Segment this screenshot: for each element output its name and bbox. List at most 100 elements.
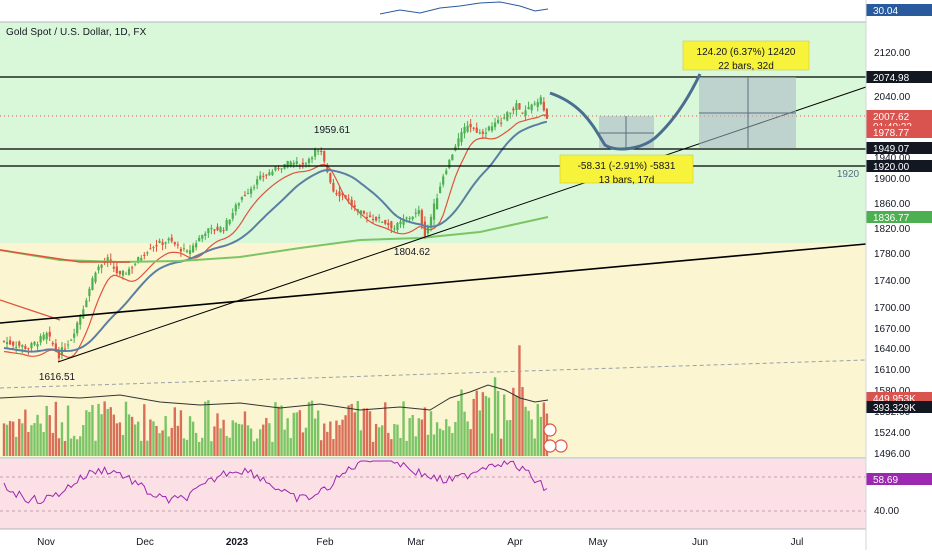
candle bbox=[420, 210, 423, 226]
swing-low-annotation: 1616.51 bbox=[39, 372, 76, 383]
price-tick-label: 1640.00 bbox=[874, 344, 911, 355]
volume-bar bbox=[179, 410, 183, 456]
price-label-sma-200 bbox=[866, 211, 932, 223]
volume-bar bbox=[463, 411, 466, 456]
candle bbox=[94, 272, 97, 283]
candle bbox=[533, 103, 536, 105]
price-label-horizontal-level-high bbox=[866, 71, 932, 83]
candle bbox=[417, 210, 420, 214]
volume-bar bbox=[210, 441, 213, 456]
volume-bar bbox=[33, 423, 36, 456]
candle bbox=[112, 266, 115, 269]
volume-bar bbox=[76, 439, 79, 456]
time-tick-label: Nov bbox=[37, 537, 55, 548]
volume-bar bbox=[393, 423, 396, 456]
volume-bar bbox=[344, 415, 347, 456]
candle bbox=[88, 288, 91, 297]
candle bbox=[320, 151, 323, 153]
volume-bar bbox=[161, 430, 164, 456]
candle bbox=[332, 182, 335, 192]
volume-bar bbox=[176, 425, 180, 456]
price-label-ema-fast bbox=[866, 126, 932, 138]
candle bbox=[490, 126, 494, 131]
candle bbox=[515, 103, 518, 111]
volume-bar bbox=[72, 435, 76, 456]
candle bbox=[545, 109, 548, 119]
overlay-layer bbox=[0, 73, 867, 505]
price-label-horizontal-level-low bbox=[866, 160, 932, 172]
candle bbox=[182, 248, 186, 250]
candle bbox=[207, 228, 210, 234]
candle bbox=[234, 204, 237, 212]
volume-bar bbox=[146, 440, 149, 456]
volume-bar bbox=[384, 402, 387, 456]
candle bbox=[439, 186, 442, 193]
volume-bar bbox=[198, 441, 201, 456]
level-annotation: 1920 bbox=[837, 169, 860, 180]
volume-bar bbox=[97, 403, 100, 456]
candle bbox=[292, 162, 295, 165]
candle bbox=[164, 242, 167, 244]
candle bbox=[21, 345, 24, 347]
lightning-icon bbox=[543, 423, 557, 437]
volume-bar bbox=[442, 430, 445, 456]
volume-bar bbox=[445, 419, 448, 456]
volume-bar bbox=[188, 416, 192, 456]
volume-bar bbox=[259, 429, 262, 456]
volume-bar bbox=[191, 421, 195, 456]
price-label-text: 1978.77 bbox=[873, 128, 910, 139]
candle bbox=[167, 238, 170, 241]
candle bbox=[408, 218, 411, 220]
candle bbox=[277, 168, 280, 170]
volume-bar bbox=[329, 421, 332, 456]
candle bbox=[350, 199, 353, 206]
volume-bar bbox=[454, 422, 457, 456]
candle bbox=[475, 127, 478, 133]
event-flag-icon bbox=[543, 423, 568, 453]
candle bbox=[228, 219, 231, 224]
candle bbox=[280, 168, 283, 170]
candle bbox=[503, 117, 506, 119]
candle bbox=[323, 151, 326, 162]
candle bbox=[341, 192, 344, 196]
candle bbox=[353, 205, 356, 208]
candle bbox=[396, 223, 399, 231]
volume-bar bbox=[396, 424, 399, 456]
candle bbox=[70, 339, 73, 341]
candle bbox=[131, 267, 134, 269]
price-label-text: 30.04 bbox=[873, 6, 898, 17]
volume-bar bbox=[332, 439, 335, 456]
volume-bar bbox=[42, 432, 45, 456]
projection-up-label-text: 124.20 (6.37%) 12420 bbox=[697, 47, 796, 58]
volume-bar bbox=[222, 419, 225, 456]
volume-bar bbox=[515, 395, 518, 456]
volume-bar bbox=[347, 405, 350, 456]
candle bbox=[198, 237, 201, 242]
volume-bar bbox=[292, 412, 295, 456]
volume-bar bbox=[472, 398, 475, 456]
volume-bar bbox=[496, 390, 500, 456]
volume-bar bbox=[466, 421, 469, 456]
projection-down-label-text: -58.31 (-2.91%) -5831 bbox=[578, 161, 676, 172]
candle bbox=[155, 244, 158, 247]
price-tick-label: 1860.00 bbox=[874, 199, 911, 210]
candle bbox=[210, 227, 213, 230]
candle bbox=[45, 333, 48, 340]
candle bbox=[243, 194, 247, 196]
candle bbox=[405, 217, 408, 219]
candle bbox=[314, 149, 317, 157]
volume-bar bbox=[509, 419, 512, 456]
candle bbox=[509, 112, 512, 114]
candle bbox=[390, 221, 393, 229]
candle bbox=[36, 344, 39, 347]
price-tick-label: 2120.00 bbox=[874, 48, 911, 59]
candle bbox=[304, 163, 308, 165]
candle bbox=[484, 132, 487, 134]
candle bbox=[57, 350, 60, 359]
volume-bar bbox=[127, 414, 131, 456]
candle bbox=[100, 264, 103, 268]
candle bbox=[185, 250, 189, 252]
price-label-text: 1920.00 bbox=[873, 162, 910, 173]
